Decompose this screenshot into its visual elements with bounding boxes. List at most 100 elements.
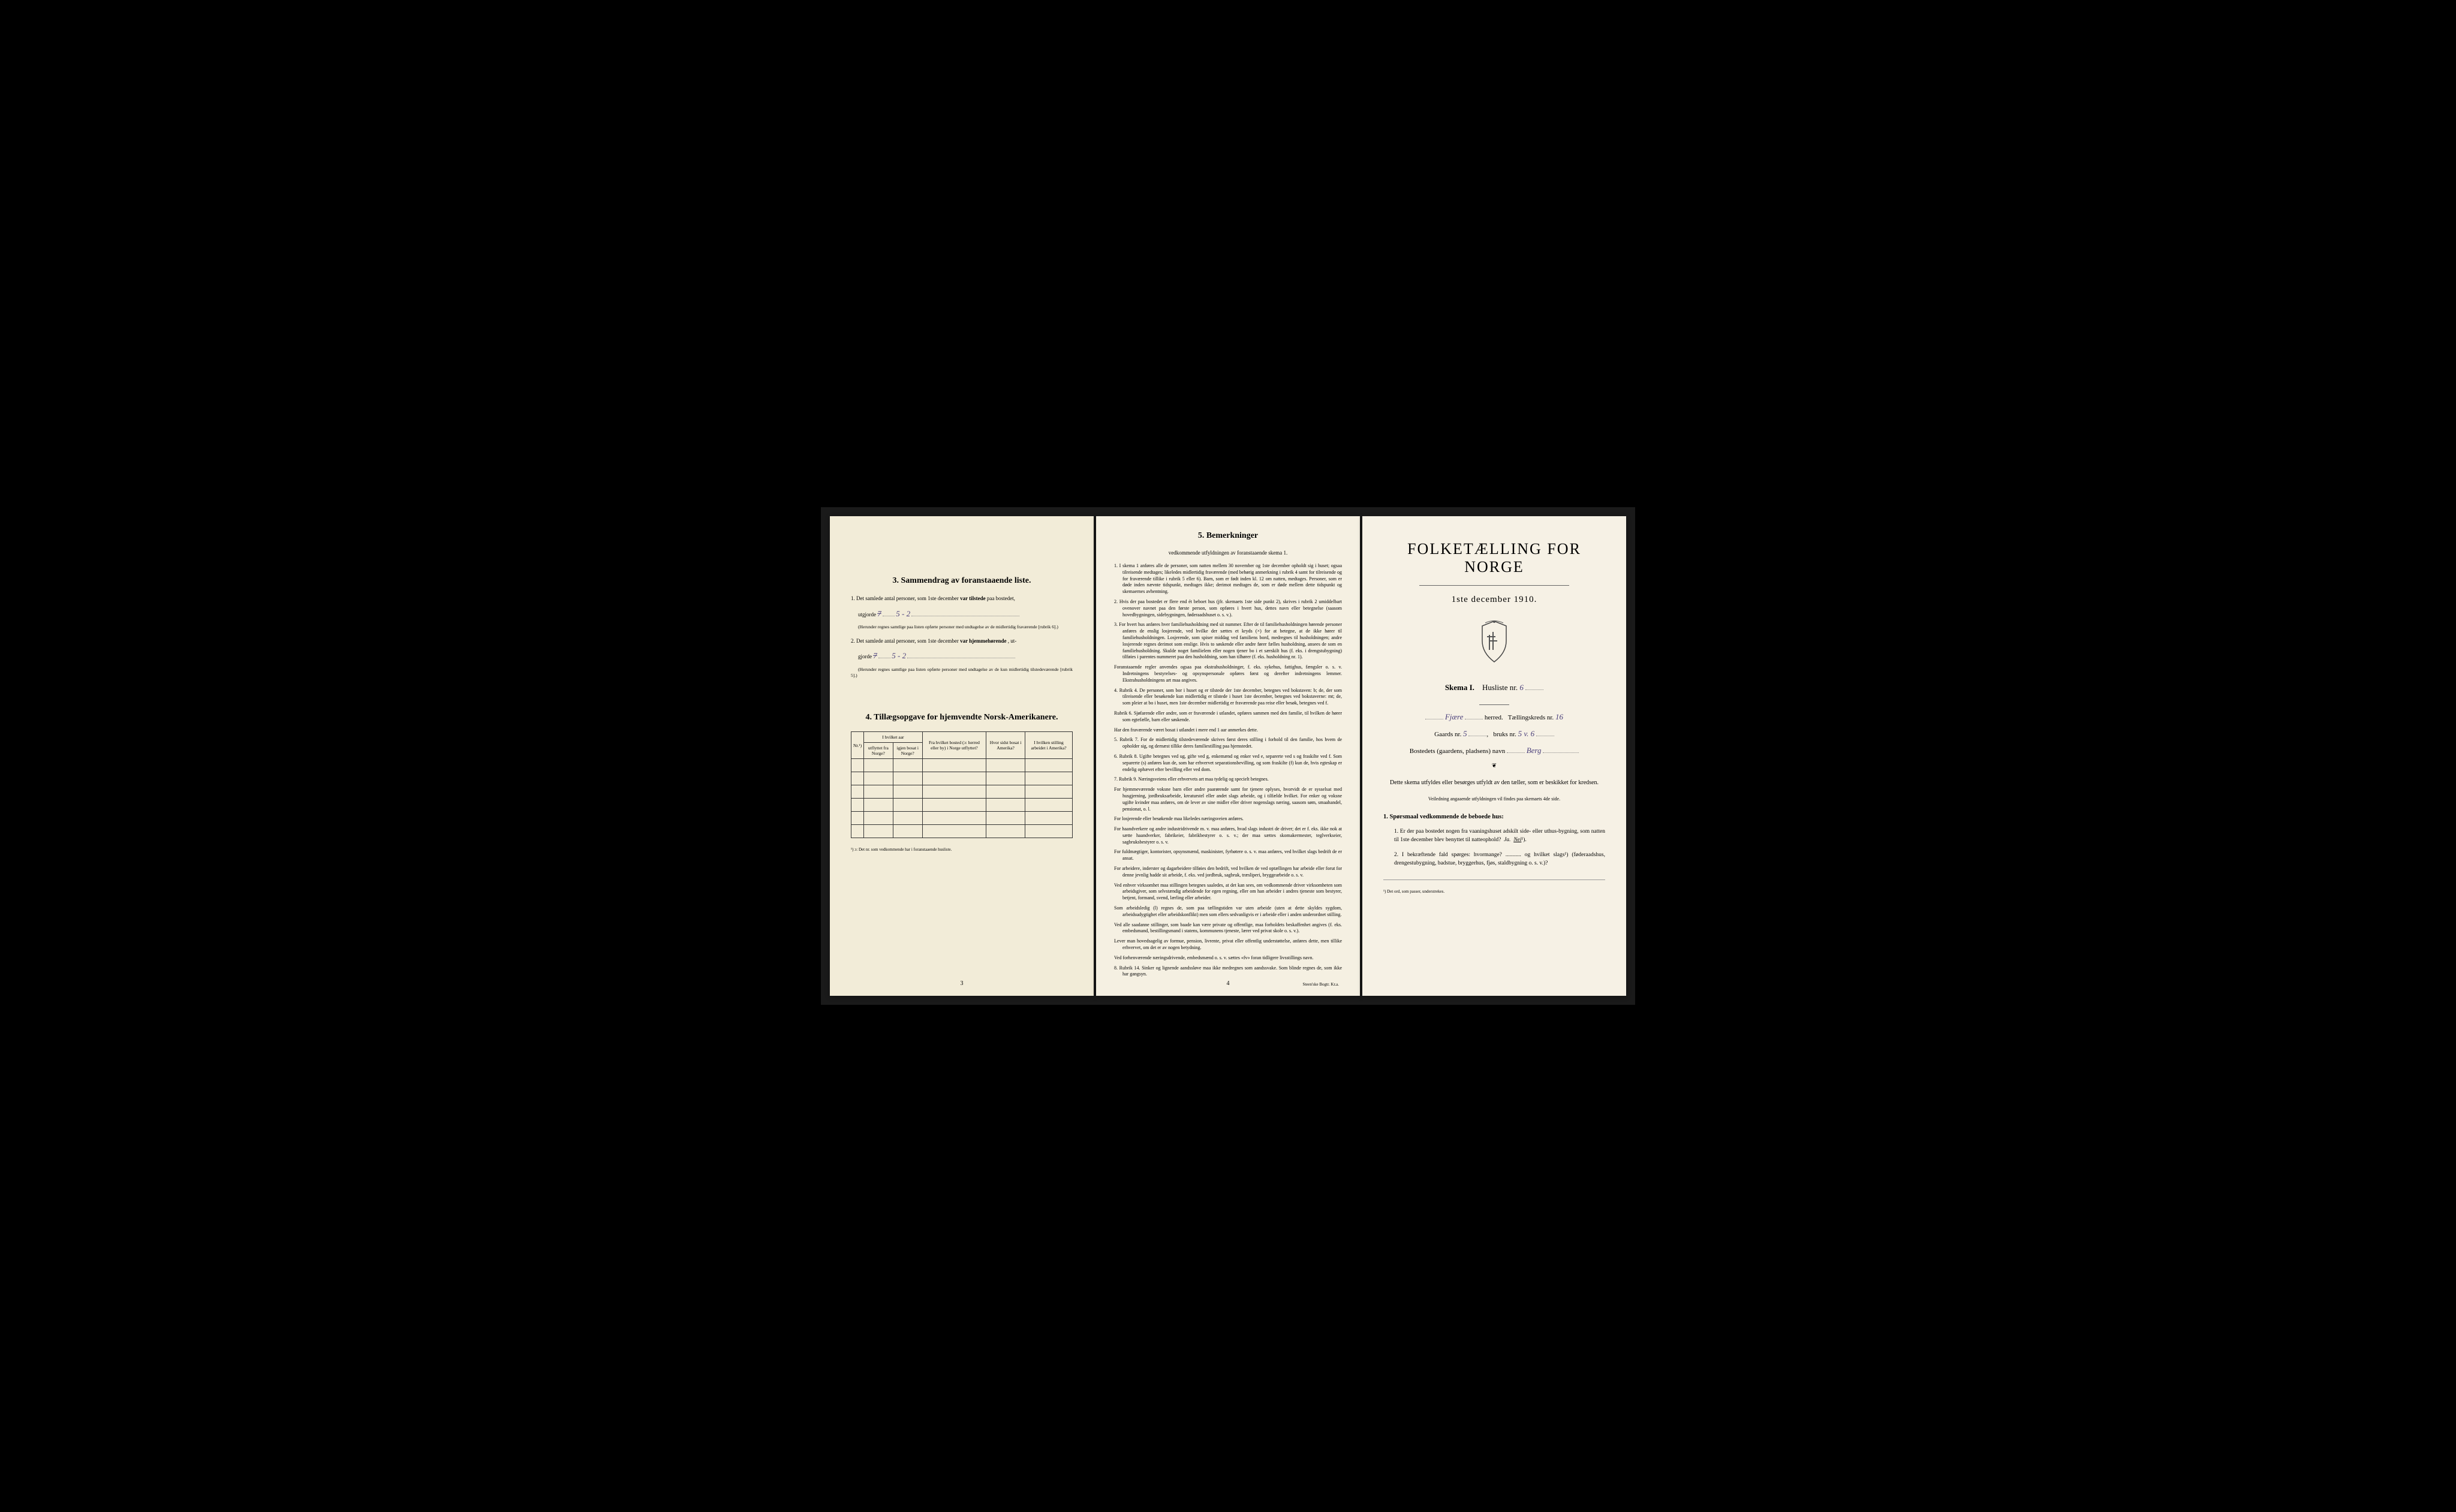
section-4-heading: Tillægsopgave for hjemvendte Norsk-Ameri… [874, 713, 1058, 722]
table-row [851, 759, 1073, 772]
section-3-num: 3. [893, 576, 899, 585]
skema-line: Skema I. Husliste nr. 6 [1383, 683, 1605, 692]
table-row [851, 812, 1073, 825]
intro-text: Dette skema utfyldes eller besørges utfy… [1383, 778, 1605, 787]
section-3-title: 3. Sammendrag av foranstaaende liste. [851, 576, 1073, 586]
page-number: 4 [1227, 980, 1230, 987]
item1-utgjorde: utgjorde [858, 612, 876, 618]
bruks-nr: 5 v. 6 [1518, 729, 1535, 738]
kreds-nr: 16 [1555, 712, 1563, 721]
remark-item: For haandverkere og andre industridriven… [1114, 826, 1342, 845]
th-nr: Nr.¹) [851, 732, 864, 759]
gaards-nr: 5 [1463, 729, 1467, 738]
question-2: 2. I bekræftende fald spørges: hvormange… [1394, 851, 1605, 868]
section-5-num: 5. [1198, 531, 1205, 540]
item1-pre: 1. Det samlede antal personer, som 1ste … [851, 595, 959, 601]
item2-hw: 5 - 2 [892, 651, 906, 660]
item1-line2: utgjorde 7 5 - 2 [851, 608, 1073, 620]
remark-item: 6. Rubrik 8. Ugifte betegnes ved ug, gif… [1114, 754, 1342, 773]
remark-item: Ved enhver virksomhet maa stillingen bet… [1114, 882, 1342, 902]
herred-line: Fjære herred. Tællingskreds nr. 16 [1383, 712, 1605, 722]
remark-item: 3. For hvert hus anføres hver familiehus… [1114, 622, 1342, 661]
page-1-cover: FOLKETÆLLING FOR NORGE 1ste december 191… [1362, 516, 1626, 996]
section-3-heading: Sammendrag av foranstaaende liste. [901, 576, 1031, 585]
bosted-value: Berg [1527, 746, 1542, 755]
item1-hw: 5 - 2 [896, 609, 910, 618]
remark-item: Foranstaaende regler anvendes ogsaa paa … [1114, 664, 1342, 683]
dotted [1543, 752, 1579, 753]
q1-sup: ¹). [1521, 837, 1526, 843]
remark-item: For hjemmeværende voksne barn eller andr… [1114, 787, 1342, 812]
bosted-label: Bostedets (gaardens, pladsens) navn [1410, 748, 1505, 755]
table-row [851, 785, 1073, 799]
table-row [851, 825, 1073, 838]
item2-pre: 2. Det samlede antal personer, som 1ste … [851, 638, 959, 644]
q1-text: 1. Er der paa bostedet nogen fra vaaning… [1394, 829, 1605, 843]
table-footnote: ¹) ɔ: Det nr. som vedkommende har i fora… [851, 847, 1073, 852]
herred-label: herred. [1485, 714, 1503, 721]
q1-ja: Ja. [1504, 837, 1510, 843]
remark-item: For arbeidere, inderster og dagarbeidere… [1114, 866, 1342, 879]
gaards-line: Gaards nr. 5 , bruks nr. 5 v. 6 [1383, 729, 1605, 739]
table-row [851, 772, 1073, 785]
coat-of-arms [1383, 620, 1605, 668]
remark-item: Ved forhenværende næringsdrivende, embed… [1114, 955, 1342, 962]
th-from: Fra hvilket bosted (ɔ: herred eller by) … [922, 732, 986, 759]
divider [1419, 585, 1569, 586]
remark-item: 8. Rubrik 14. Sinker og lignende aandssl… [1114, 965, 1342, 978]
printer-mark: Steen'ske Bogtr. Kr.a. [1302, 982, 1339, 987]
bosted-line: Bostedets (gaardens, pladsens) navn Berg [1383, 746, 1605, 755]
item2-hw-struck: 7 [873, 651, 877, 660]
table-row [851, 799, 1073, 812]
census-document: 3. Sammendrag av foranstaaende liste. 1.… [821, 507, 1635, 1005]
section-4-num: 4. [866, 713, 872, 722]
remarks-list: 1. I skema 1 anføres alle de personer, s… [1114, 563, 1342, 978]
question-1: 1. Er der paa bostedet nogen fra vaaning… [1394, 827, 1605, 845]
item1-note: (Herunder regnes samtlige paa listen opf… [851, 624, 1073, 630]
herred-value: Fjære [1445, 712, 1464, 721]
footnote: ¹) Det ord, som passer, understrekes. [1383, 889, 1605, 894]
q-head-text: 1. Spørsmaal vedkommende de beboede hus: [1383, 814, 1504, 820]
section-4-title: 4. Tillægsopgave for hjemvendte Norsk-Am… [851, 713, 1073, 722]
th-where: Hvor sidst bosat i Amerika? [986, 732, 1025, 759]
remark-item: For fuldmægtiger, kontorister, opsynsmæn… [1114, 849, 1342, 862]
kreds-label: Tællingskreds nr. [1508, 714, 1554, 721]
table-header-row: Nr.¹) I hvilket aar Fra hvilket bosted (… [851, 732, 1073, 743]
questions: 1. Er der paa bostedet nogen fra vaaning… [1394, 827, 1605, 868]
item1-bold: var tilstede [960, 595, 986, 601]
remark-item: Har den fraværende været bosat i utlande… [1114, 727, 1342, 734]
th-position: I hvilken stilling arbeidet i Amerika? [1025, 732, 1073, 759]
question-header: 1. Spørsmaal vedkommende de beboede hus: [1383, 814, 1605, 820]
page-3: 3. Sammendrag av foranstaaende liste. 1.… [830, 516, 1094, 996]
ornament: ❦ [1383, 763, 1605, 769]
table-body [851, 759, 1073, 838]
th-year: I hvilket aar [864, 732, 923, 743]
item1-post: paa bostedet, [987, 595, 1015, 601]
dotted [1525, 689, 1543, 690]
census-title: FOLKETÆLLING FOR NORGE [1383, 540, 1605, 576]
item2-gjorde: gjorde [858, 653, 872, 659]
husliste-nr: 6 [1519, 683, 1524, 692]
guidance-text: Veiledning angaaende utfyldningen vil fi… [1383, 796, 1605, 802]
emigrant-table: Nr.¹) I hvilket aar Fra hvilket bosted (… [851, 731, 1073, 838]
remark-item: Som arbeidsledig (l) regnes de, som paa … [1114, 905, 1342, 918]
item2-note: (Herunder regnes samtlige paa listen opf… [851, 667, 1073, 679]
dotted [1507, 752, 1525, 753]
item2-bold: var hjemmehørende [960, 638, 1006, 644]
bruks-label: bruks nr. [1493, 731, 1516, 738]
gaards-label: Gaards nr. [1434, 731, 1461, 738]
remark-item: Ved alle saadanne stillinger, som baade … [1114, 922, 1342, 935]
item2-line2: gjorde 7 5 - 2 [851, 650, 1073, 662]
item1-hw-struck: 7 [877, 609, 881, 618]
skema-label: Skema I. [1445, 683, 1474, 692]
divider [1479, 704, 1509, 705]
section-5-subtitle: vedkommende utfyldningen av foranstaaend… [1114, 550, 1342, 556]
remark-item: Rubrik 6. Sjøfarende eller andre, som er… [1114, 710, 1342, 724]
page-number: 3 [961, 980, 964, 987]
section-5-title: 5. Bemerkninger [1114, 531, 1342, 541]
item2-post: , ut- [1008, 638, 1017, 644]
section-5-heading: Bemerkninger [1206, 531, 1258, 540]
remark-item: Lever man hovedsagelig av formue, pensio… [1114, 938, 1342, 951]
item-1: 1. Det samlede antal personer, som 1ste … [851, 595, 1073, 603]
crest-icon [1476, 620, 1512, 665]
